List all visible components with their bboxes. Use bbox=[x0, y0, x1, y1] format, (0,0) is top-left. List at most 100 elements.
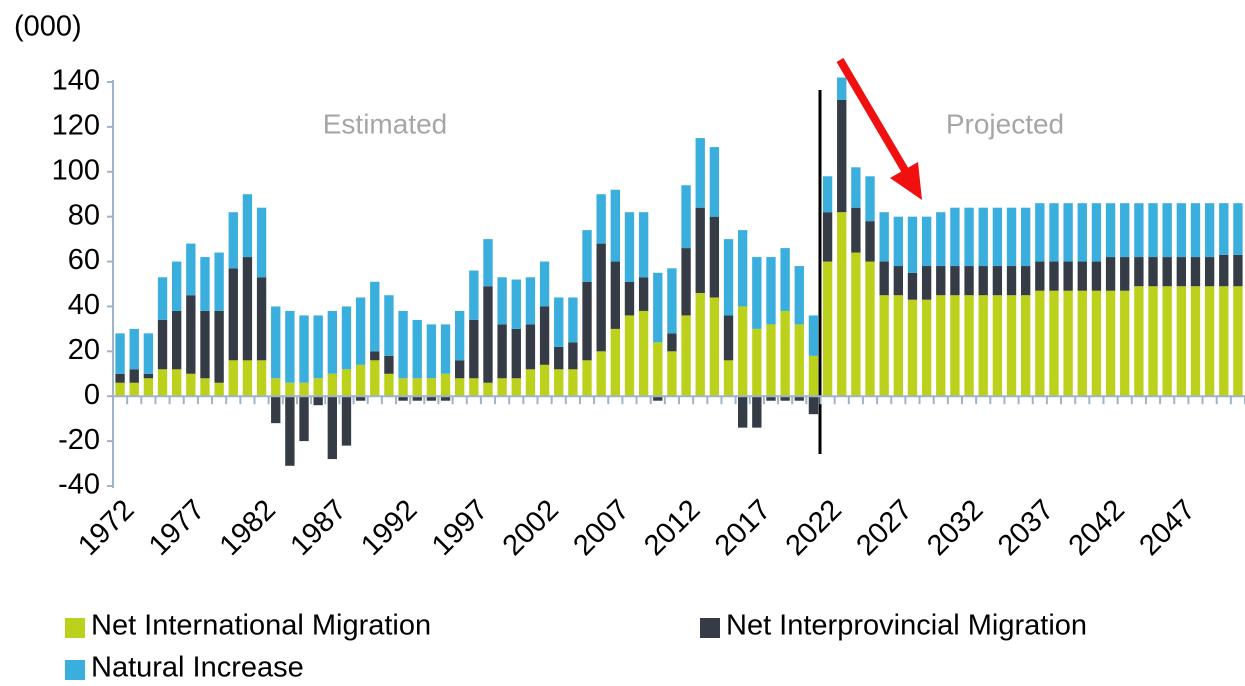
x-tick-label: 2047 bbox=[1133, 494, 1201, 562]
bar-segment bbox=[893, 216, 903, 267]
bar-segment bbox=[299, 315, 309, 383]
bar-segment bbox=[907, 216, 918, 273]
y-tick-label: 60 bbox=[68, 244, 100, 276]
bar-segment bbox=[1219, 254, 1229, 287]
bar-segment bbox=[766, 257, 776, 325]
bar-segment bbox=[1077, 261, 1087, 291]
bar-segment bbox=[313, 396, 323, 406]
bar-segment bbox=[398, 310, 408, 379]
bar-segment bbox=[1162, 286, 1172, 397]
bar-segment bbox=[341, 369, 352, 397]
bar-segment bbox=[398, 396, 408, 401]
bar-segment bbox=[115, 373, 125, 383]
bar-segment bbox=[879, 212, 889, 262]
bar-segment bbox=[752, 396, 762, 428]
bar-segment bbox=[299, 382, 309, 397]
bar-segment bbox=[752, 328, 762, 397]
annotation: Estimated bbox=[323, 108, 448, 139]
arrow bbox=[836, 57, 910, 175]
bar-segment bbox=[228, 360, 238, 397]
bar-segment bbox=[950, 207, 960, 267]
bar-segment bbox=[271, 396, 281, 424]
bar-segment bbox=[568, 369, 578, 397]
bar-segment bbox=[1176, 203, 1186, 258]
bar-segment bbox=[327, 310, 337, 374]
bar-segment bbox=[936, 295, 946, 397]
bar-segment bbox=[681, 185, 691, 249]
bar-segment bbox=[469, 270, 479, 320]
bar-segment bbox=[285, 382, 295, 397]
bar-segment bbox=[143, 333, 154, 374]
bar-segment bbox=[1049, 290, 1059, 397]
bar-segment bbox=[1006, 266, 1017, 296]
legend-swatch bbox=[65, 618, 85, 638]
bar-segment bbox=[667, 268, 677, 334]
bar-segment bbox=[1190, 286, 1201, 397]
bar-segment bbox=[978, 295, 988, 397]
bar-segment bbox=[1105, 290, 1116, 397]
bar-segment bbox=[313, 315, 323, 379]
bar-segment bbox=[525, 369, 536, 397]
bar-segment bbox=[695, 138, 705, 208]
bar-segment bbox=[723, 315, 734, 361]
bar-segment bbox=[738, 230, 748, 307]
bar-segment bbox=[936, 212, 946, 267]
bar-segment bbox=[822, 176, 833, 213]
bar-segment bbox=[143, 373, 154, 379]
bar-segment bbox=[1049, 261, 1059, 291]
bar-segment bbox=[1134, 257, 1144, 287]
bar-segment bbox=[172, 310, 182, 370]
bar-segment bbox=[256, 360, 267, 397]
bar-segment bbox=[242, 360, 253, 397]
y-tick-label: 140 bbox=[52, 65, 100, 97]
bar-segment bbox=[129, 369, 139, 383]
bar-segment bbox=[568, 297, 578, 343]
annotation: Projected bbox=[946, 108, 1064, 139]
bar-segment bbox=[384, 355, 394, 374]
bar-segment bbox=[271, 306, 281, 379]
bar-segment bbox=[1063, 261, 1073, 291]
bar-segment bbox=[1035, 290, 1045, 397]
bar-segment bbox=[1219, 286, 1229, 397]
bar-segment bbox=[384, 295, 394, 356]
bar-segment bbox=[143, 378, 154, 397]
bar-segment bbox=[653, 272, 663, 343]
bar-segment bbox=[709, 297, 720, 397]
bar-segment bbox=[964, 266, 974, 296]
bar-segment bbox=[950, 266, 960, 296]
bar-segment bbox=[738, 306, 748, 397]
bar-segment bbox=[1063, 290, 1073, 397]
bar-segment bbox=[242, 194, 253, 258]
bar-segment bbox=[1077, 290, 1087, 397]
bar-segment bbox=[709, 216, 720, 298]
plot bbox=[115, 77, 1243, 466]
bar-segment bbox=[1120, 257, 1130, 291]
bar-segment bbox=[242, 257, 253, 361]
bar-segment bbox=[186, 243, 196, 296]
bar-segment bbox=[638, 277, 649, 311]
bar-segment bbox=[851, 207, 861, 253]
bar-segment bbox=[228, 268, 238, 361]
bar-segment bbox=[157, 319, 168, 370]
x-tick-label: 1997 bbox=[426, 494, 494, 562]
bar-segment bbox=[1190, 203, 1201, 258]
bar-segment bbox=[596, 243, 606, 352]
bar-segment bbox=[964, 207, 974, 267]
bar-segment bbox=[1148, 203, 1158, 258]
bar-segment bbox=[214, 310, 224, 383]
bar-segment bbox=[808, 355, 819, 397]
bar-segment bbox=[1077, 203, 1087, 262]
bar-segment bbox=[950, 295, 960, 397]
bar-segment bbox=[766, 396, 776, 401]
bar-segment bbox=[1162, 203, 1172, 258]
bar-segment bbox=[1035, 203, 1045, 262]
bar-segment bbox=[582, 230, 592, 282]
bar-segment bbox=[511, 378, 521, 397]
bar-segment bbox=[879, 295, 889, 397]
bar-segment bbox=[1233, 286, 1243, 397]
bar-segment bbox=[285, 310, 295, 383]
bar-segment bbox=[1148, 286, 1158, 397]
legend-label: Natural Increase bbox=[91, 652, 304, 684]
y-tick-label: 40 bbox=[68, 289, 100, 321]
